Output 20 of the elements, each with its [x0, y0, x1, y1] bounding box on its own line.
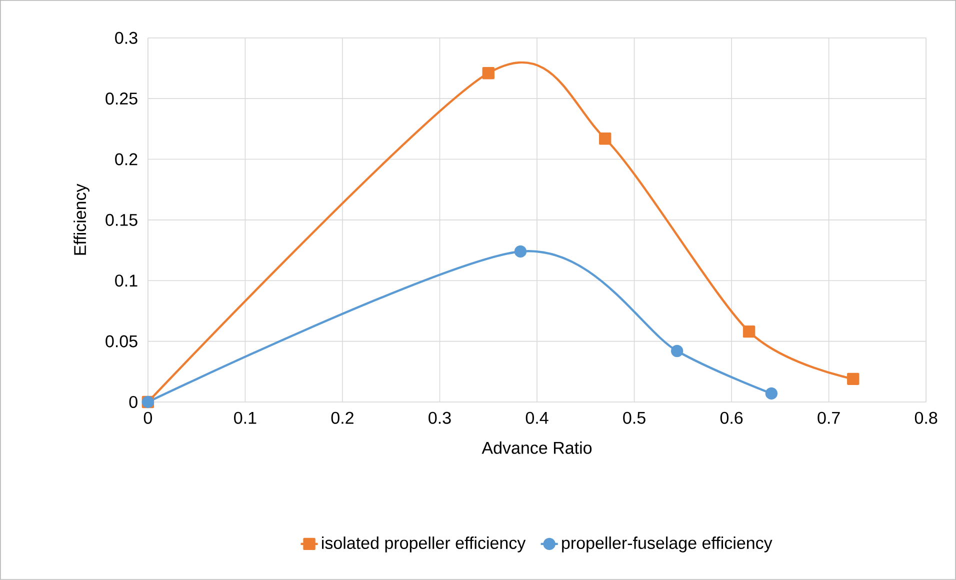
x-tick-label: 0.3	[428, 412, 451, 424]
legend-label: isolated propeller efficiency	[322, 536, 526, 552]
y-tick-label: 0.1	[115, 274, 138, 287]
legend-label: propeller-fuselage efficiency	[562, 536, 772, 552]
x-tick-label: 0.8	[914, 412, 938, 424]
y-tick-label: 0	[129, 396, 138, 408]
x-tick-label: 0.5	[623, 412, 646, 424]
x-tick-label: 0.1	[234, 412, 256, 424]
y-tick-label: 0.05	[106, 335, 138, 348]
x-tick-label: 0.4	[526, 412, 548, 424]
y-tick-label: 0.25	[106, 92, 138, 105]
x-tick-label: 0.7	[818, 412, 840, 424]
y-tick-label: 0.2	[115, 153, 138, 166]
x-tick-label: 0	[144, 412, 152, 424]
x-tick-label: 0.2	[331, 412, 354, 424]
y-tick-label: 0.3	[115, 32, 138, 44]
x-axis-title: Advance Ratio	[482, 441, 592, 454]
y-axis-title: Efficiency	[74, 184, 90, 255]
x-tick-label: 0.6	[720, 412, 743, 424]
y-tick-label: 0.15	[106, 214, 138, 226]
